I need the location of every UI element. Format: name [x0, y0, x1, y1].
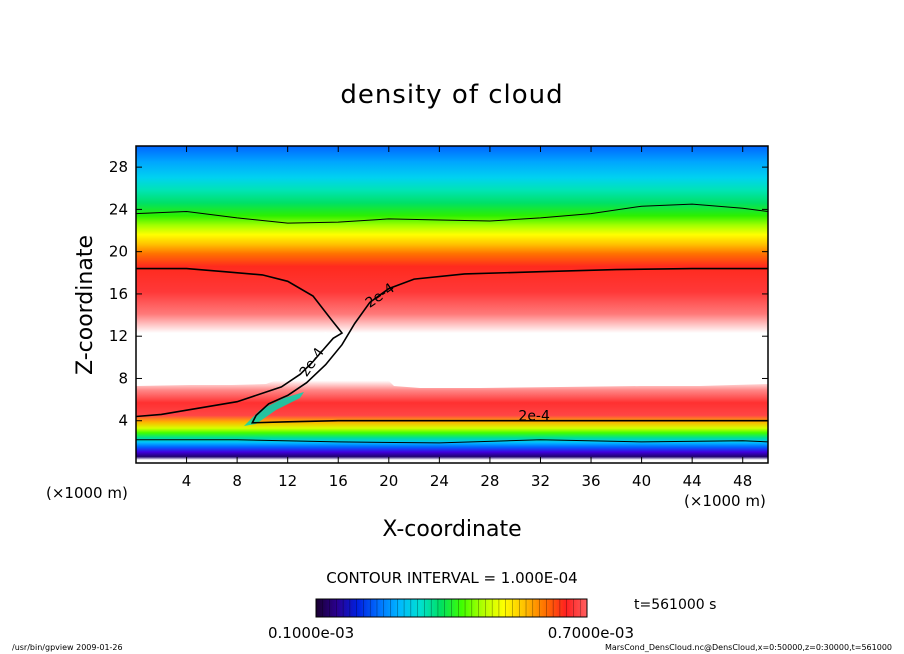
y-tick-label-6: 28	[109, 158, 128, 176]
contour-line-1	[136, 267, 344, 418]
y-tick-label-0: 4	[118, 412, 128, 430]
footer-right: MarsCond_DensCloud.nc@DensCloud,x=0:5000…	[605, 643, 892, 652]
x-unit-label-right: (×1000 m)	[684, 492, 766, 510]
y-axis: 4 8 12 16 20 24 28	[109, 158, 768, 430]
contour-line-3	[136, 439, 768, 444]
y-tick-label-5: 24	[109, 200, 128, 218]
x-tick-label-9: 40	[632, 472, 651, 490]
x-tick-label-2: 12	[278, 472, 297, 490]
x-tick-label-5: 24	[430, 472, 449, 490]
y-tick-label-1: 8	[118, 369, 128, 387]
x-tick-label-11: 48	[733, 472, 752, 490]
plot-area: 2e-42e-42e-4	[136, 146, 768, 463]
contour-line-2	[250, 267, 768, 424]
colorbar: 0.1000e-03 0.7000e-03	[268, 598, 634, 642]
x-tick-label-4: 20	[379, 472, 398, 490]
colorbar-max-label: 0.7000e-03	[548, 624, 634, 642]
contour-lines	[136, 203, 768, 444]
filament	[244, 392, 304, 426]
x-tick-label-3: 16	[329, 472, 348, 490]
clear-bubble	[368, 348, 402, 372]
contour-line-0	[136, 203, 768, 224]
x-axis-label: X-coordinate	[382, 517, 521, 542]
footer-left: /usr/bin/gpview 2009-01-26	[12, 643, 123, 652]
y-tick-label-4: 20	[109, 243, 128, 261]
x-unit-label-left: (×1000 m)	[46, 484, 128, 502]
x-tick-label-8: 36	[581, 472, 600, 490]
x-tick-label-6: 28	[480, 472, 499, 490]
plot-frame	[135, 145, 769, 464]
clear-region-left	[136, 338, 292, 386]
contour-interval: CONTOUR INTERVAL = 1.000E-04	[326, 569, 577, 587]
y-tick-label-2: 12	[109, 327, 128, 345]
contour-label-2: 2e-4	[518, 409, 550, 425]
x-tick-label-1: 8	[232, 472, 242, 490]
x-tick-label-10: 44	[683, 472, 702, 490]
clear-region-right	[386, 337, 768, 388]
y-axis-label: Z-coordinate	[73, 235, 98, 375]
x-tick-label-0: 4	[182, 472, 192, 490]
density-field	[136, 146, 768, 463]
x-tick-label-7: 32	[531, 472, 550, 490]
y-tick-label-3: 16	[109, 285, 128, 303]
time-label: t=561000 s	[634, 597, 716, 613]
x-axis: 4 8 12 16 20 24 28 32 36 40 44 48	[182, 146, 752, 490]
colorbar-min-label: 0.1000e-03	[268, 624, 354, 642]
chart-title: density of cloud	[340, 80, 563, 110]
